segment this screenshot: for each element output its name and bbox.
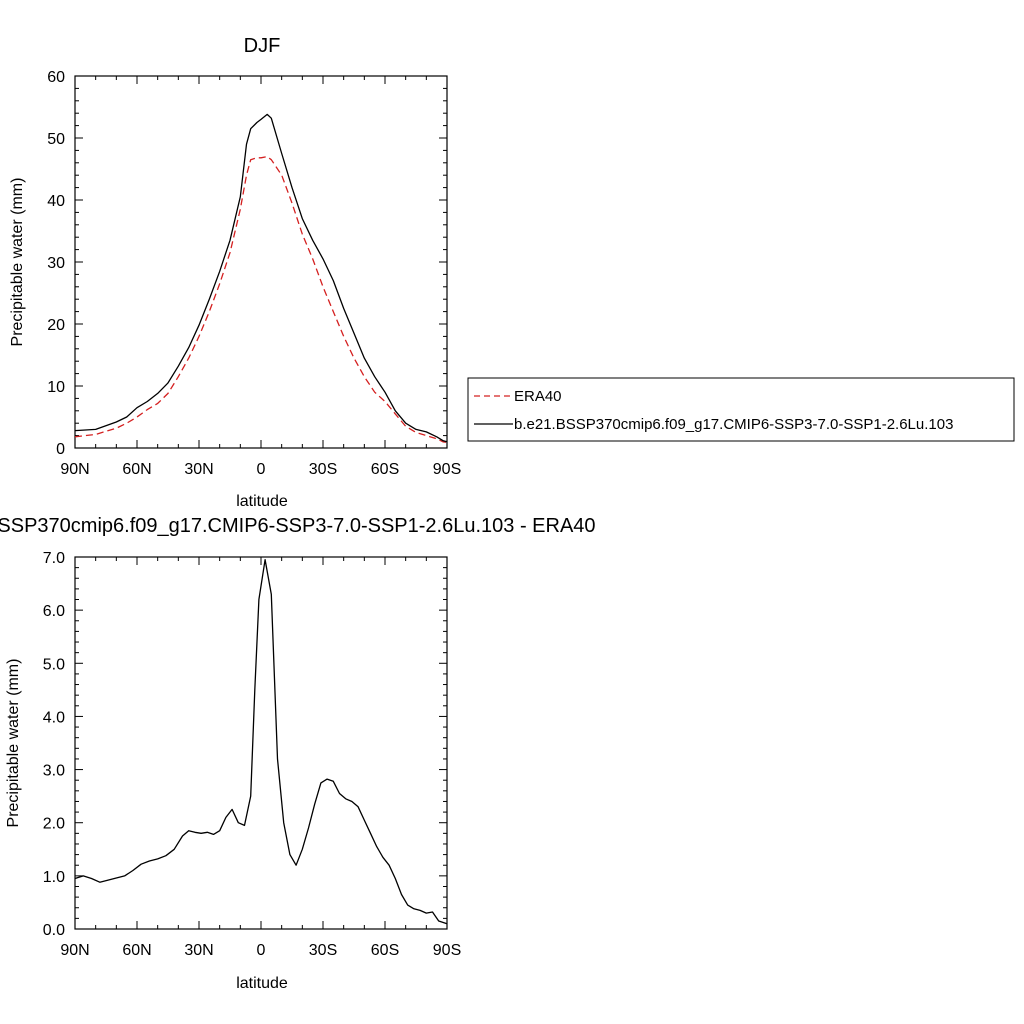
y-tick-label: 4.0	[43, 709, 65, 726]
x-tick-label: 90S	[433, 461, 461, 478]
x-tick-label: 60S	[371, 461, 399, 478]
x-tick-label: 90N	[60, 942, 89, 959]
axis-ticks-bottom: 90N 60N 30N 0 30S 60S 90S 0.0 1.0 2.0 3.0 4.0 5.0 6.0…	[43, 550, 461, 959]
y-tick-label: 7.0	[43, 550, 65, 567]
x-tick-label: 30N	[184, 942, 213, 959]
y-tick-label: 50	[47, 131, 65, 148]
plot-frame-bottom	[74, 556, 448, 930]
y-tick-label: 5.0	[43, 656, 65, 673]
y-tick-label: 6.0	[43, 603, 65, 620]
y-tick-label: 30	[47, 255, 65, 272]
x-tick-label: 0	[257, 461, 266, 478]
y-tick-label: 0.0	[43, 922, 65, 939]
series-line-panel1-0	[74, 559, 448, 925]
y-tick-label: 0	[56, 441, 65, 458]
x-tick-label: 30S	[309, 461, 337, 478]
x-tick-label: 30S	[309, 942, 337, 959]
x-axis-title-top: latitude	[236, 493, 288, 510]
axis-ticks-top: 90N 60N 30N 0 30S 60S 90S 0 10 20 30 40 50 60	[47, 69, 461, 478]
series-layer-bottom	[74, 559, 448, 925]
panel-top: DJF 90N 60N 30N 0 30S 60S 90S 0 10 20 30 40 50 60 Pre…	[9, 35, 1015, 510]
x-tick-label: 60S	[371, 942, 399, 959]
y-tick-label: 3.0	[43, 763, 65, 780]
x-tick-label: 60N	[122, 461, 151, 478]
series-line-b-e21-bssp370cmip6-f09-g17-cmi	[74, 113, 448, 443]
legend-label-model: b.e21.BSSP370cmip6.f09_g17.CMIP6-SSP3-7.…	[514, 416, 953, 433]
legend-box	[467, 377, 1015, 442]
x-tick-label: 90N	[60, 461, 89, 478]
y-tick-label: 40	[47, 193, 65, 210]
x-tick-label: 0	[257, 942, 266, 959]
y-tick-label: 10	[47, 379, 65, 396]
panel-bottom: b.e21.BSSP370cmip6.f09_g17.CMIP6-SSP3-7.…	[0, 515, 596, 992]
x-tick-label: 30N	[184, 461, 213, 478]
y-tick-label: 20	[47, 317, 65, 334]
series-line-era40	[74, 155, 448, 444]
y-tick-label: 60	[47, 69, 65, 86]
x-axis-title-bottom: latitude	[236, 975, 288, 992]
x-tick-label: 90S	[433, 942, 461, 959]
y-axis-title-top: Precipitable water (mm)	[9, 178, 26, 347]
legend: ERA40 b.e21.BSSP370cmip6.f09_g17.CMIP6-S…	[467, 377, 1015, 442]
chart-title-top: DJF	[244, 35, 281, 57]
y-tick-label: 1.0	[43, 869, 65, 886]
y-tick-label: 2.0	[43, 816, 65, 833]
plot-frame-top	[74, 75, 448, 449]
y-axis-title-bottom: Precipitable water (mm)	[5, 659, 22, 828]
x-tick-label: 60N	[122, 942, 151, 959]
legend-label-era40: ERA40	[514, 388, 562, 405]
chart-title-bottom: b.e21.BSSP370cmip6.f09_g17.CMIP6-SSP3-7.…	[0, 515, 596, 537]
series-layer-top	[74, 113, 448, 444]
